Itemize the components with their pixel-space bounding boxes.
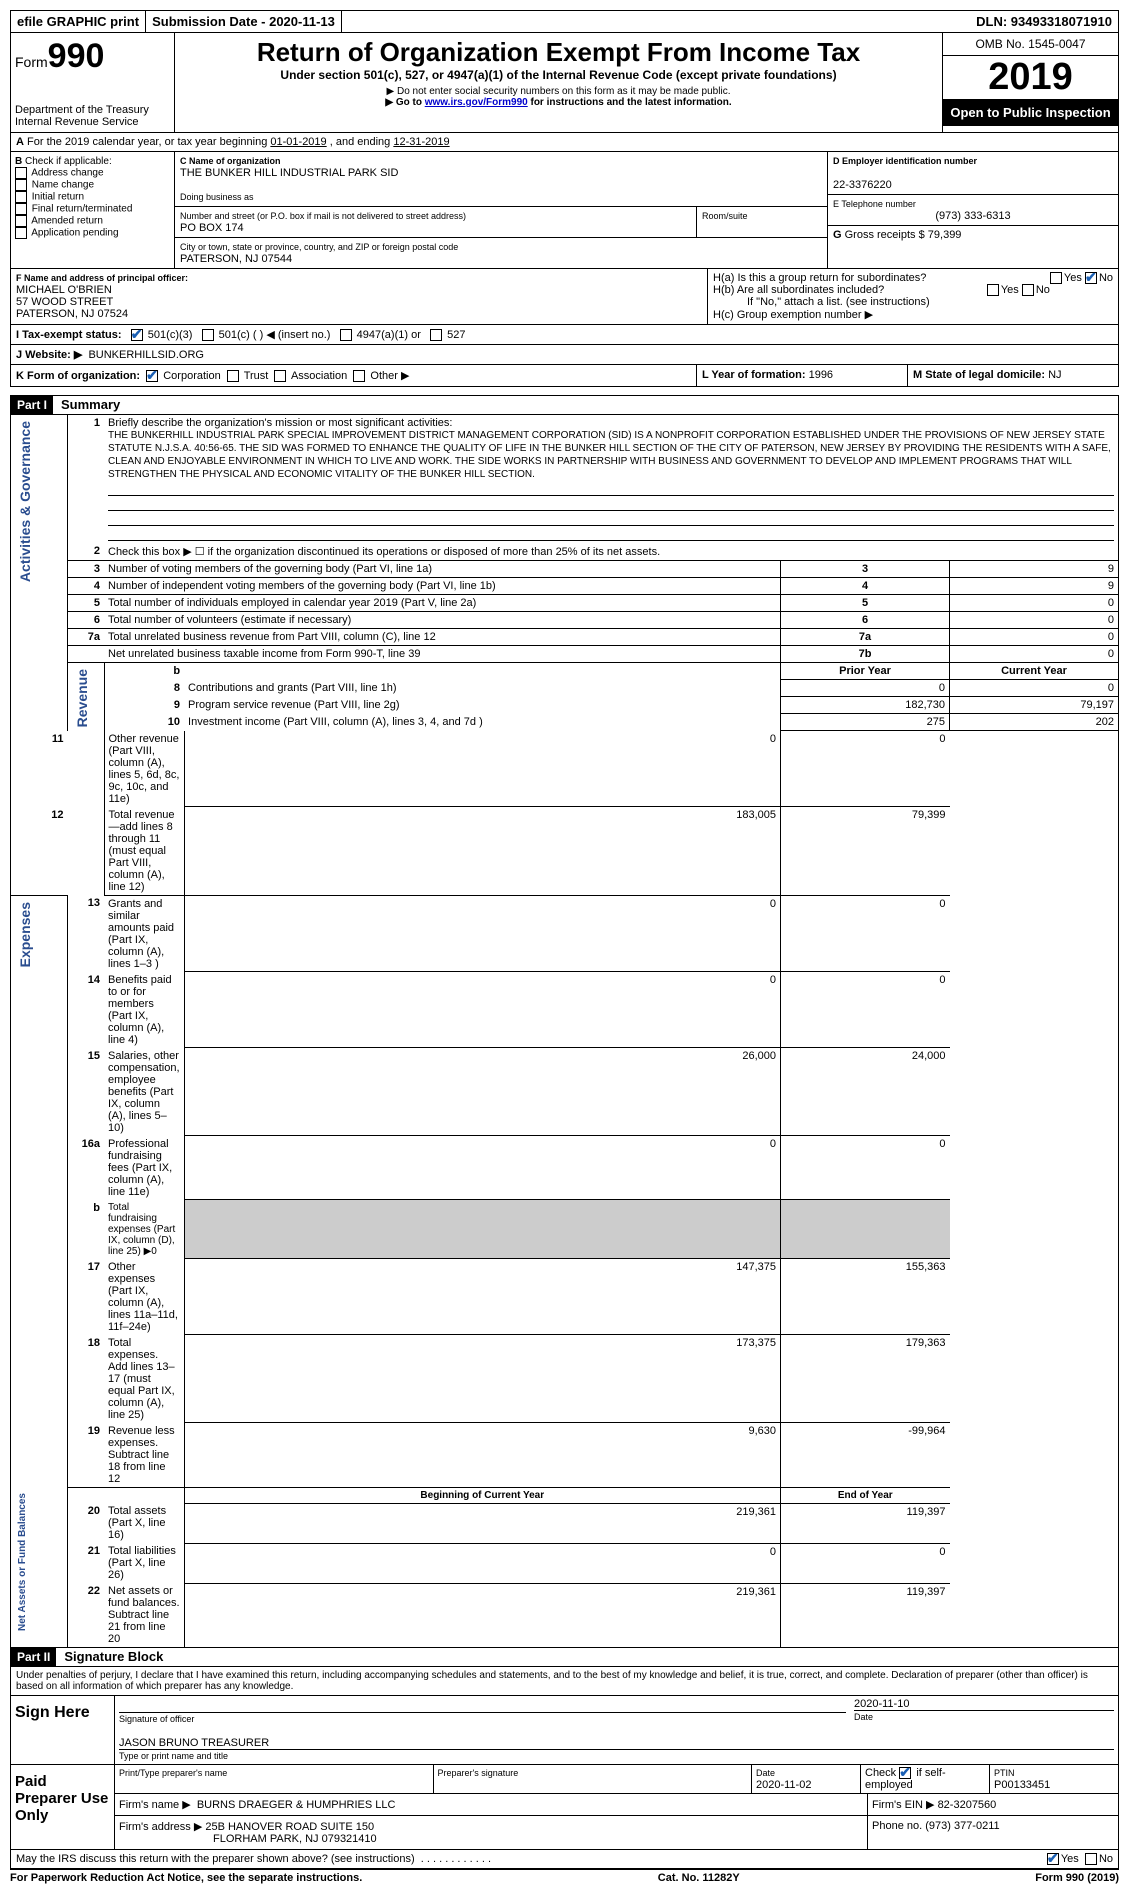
hb-no[interactable] bbox=[1022, 284, 1034, 296]
top-bar: efile GRAPHIC print Submission Date - 20… bbox=[10, 10, 1119, 33]
box-b: B Check if applicable: Address change Na… bbox=[11, 152, 175, 268]
klm-row: K Form of organization: Corporation Trus… bbox=[10, 365, 1119, 387]
website-row: J Website: ▶ BUNKERHILLSID.ORG bbox=[10, 345, 1119, 365]
corp-checkbox[interactable] bbox=[146, 370, 158, 382]
ssn-note: Do not enter social security numbers on … bbox=[179, 86, 938, 97]
org-name-cell: C Name of organization THE BUNKER HILL I… bbox=[175, 152, 827, 207]
state-domicile: M State of legal domicile: NJ bbox=[908, 365, 1118, 386]
name-change-checkbox[interactable] bbox=[15, 179, 27, 191]
527-checkbox[interactable] bbox=[430, 329, 442, 341]
gross-receipts: G Gross receipts $ 79,399 bbox=[828, 226, 1118, 244]
mission-cell: Briefly describe the organization's miss… bbox=[104, 415, 1119, 543]
tax-period: A For the 2019 calendar year, or tax yea… bbox=[10, 133, 1119, 152]
form-number: Form990 bbox=[15, 37, 170, 76]
org-name: THE BUNKER HILL INDUSTRIAL PARK SID bbox=[180, 167, 398, 179]
other-checkbox[interactable] bbox=[353, 370, 365, 382]
form990-link[interactable]: www.irs.gov/Form990 bbox=[425, 97, 528, 108]
revenue-label: Revenue bbox=[72, 665, 92, 731]
irs-label: Internal Revenue Service bbox=[15, 116, 170, 128]
form-subtitle: Under section 501(c), 527, or 4947(a)(1)… bbox=[179, 68, 938, 82]
street-cell: Number and street (or P.O. box if mail i… bbox=[175, 207, 697, 237]
goto-note: ▶ Go to www.irs.gov/Form990 for instruct… bbox=[179, 97, 938, 108]
perjury-text: Under penalties of perjury, I declare th… bbox=[10, 1667, 1119, 1696]
submission-date: Submission Date - 2020-11-13 bbox=[146, 11, 342, 32]
ein-cell: D Employer identification number 22-3376… bbox=[828, 152, 1118, 195]
self-emp-checkbox[interactable] bbox=[899, 1767, 911, 1779]
city-cell: City or town, state or province, country… bbox=[175, 238, 827, 268]
form-of-org: K Form of organization: Corporation Trus… bbox=[11, 365, 697, 386]
part2-header: Part IISignature Block bbox=[10, 1648, 1119, 1667]
tax-year: 2019 bbox=[943, 56, 1118, 99]
discuss-yes[interactable] bbox=[1047, 1853, 1059, 1865]
preparer-block: Paid Preparer Use Only Print/Type prepar… bbox=[10, 1765, 1119, 1850]
sign-here-block: Sign Here Signature of officer 2020-11-1… bbox=[10, 1696, 1119, 1765]
summary-table: Activities & Governance 1 Briefly descri… bbox=[10, 415, 1119, 1648]
discuss-row: May the IRS discuss this return with the… bbox=[10, 1850, 1119, 1870]
room-cell: Room/suite bbox=[697, 207, 827, 237]
form-title: Return of Organization Exempt From Incom… bbox=[179, 37, 938, 68]
501c3-checkbox[interactable] bbox=[131, 329, 143, 341]
final-return-checkbox[interactable] bbox=[15, 203, 27, 215]
expenses-label: Expenses bbox=[15, 898, 35, 971]
page-footer: For Paperwork Reduction Act Notice, see … bbox=[10, 1870, 1119, 1884]
efile-label: efile GRAPHIC print bbox=[11, 11, 146, 32]
501c-checkbox[interactable] bbox=[202, 329, 214, 341]
initial-return-checkbox[interactable] bbox=[15, 191, 27, 203]
paid-preparer-label: Paid Preparer Use Only bbox=[11, 1765, 115, 1849]
hb-yes[interactable] bbox=[987, 284, 999, 296]
ha-no[interactable] bbox=[1085, 272, 1097, 284]
org-info-block: B Check if applicable: Address change Na… bbox=[10, 152, 1119, 269]
assoc-checkbox[interactable] bbox=[274, 370, 286, 382]
dept-treasury: Department of the Treasury bbox=[15, 104, 170, 116]
principal-officer: F Name and address of principal officer:… bbox=[11, 269, 708, 324]
phone-cell: E Telephone number (973) 333-6313 bbox=[828, 195, 1118, 226]
netassets-label: Net Assets or Fund Balances bbox=[15, 1489, 30, 1635]
tax-exempt-row: I Tax-exempt status: 501(c)(3) 501(c) ( … bbox=[10, 325, 1119, 345]
open-inspection: Open to Public Inspection bbox=[943, 99, 1118, 126]
part1-header: Part ISummary bbox=[10, 395, 1119, 415]
form-header: Form990 Department of the Treasury Inter… bbox=[10, 33, 1119, 133]
discuss-no[interactable] bbox=[1085, 1853, 1097, 1865]
app-pending-checkbox[interactable] bbox=[15, 227, 27, 239]
group-return: H(a) Is this a group return for subordin… bbox=[708, 269, 1118, 324]
amended-return-checkbox[interactable] bbox=[15, 215, 27, 227]
activities-label: Activities & Governance bbox=[15, 417, 35, 586]
sign-here-label: Sign Here bbox=[11, 1696, 115, 1764]
trust-checkbox[interactable] bbox=[227, 370, 239, 382]
ha-yes[interactable] bbox=[1050, 272, 1062, 284]
4947-checkbox[interactable] bbox=[340, 329, 352, 341]
year-formation: L Year of formation: 1996 bbox=[697, 365, 908, 386]
officer-group-row: F Name and address of principal officer:… bbox=[10, 269, 1119, 325]
addr-change-checkbox[interactable] bbox=[15, 167, 27, 179]
dln: DLN: 93493318071910 bbox=[970, 11, 1118, 32]
line2: Check this box ▶ ☐ if the organization d… bbox=[104, 543, 1119, 561]
omb-number: OMB No. 1545-0047 bbox=[943, 33, 1118, 56]
